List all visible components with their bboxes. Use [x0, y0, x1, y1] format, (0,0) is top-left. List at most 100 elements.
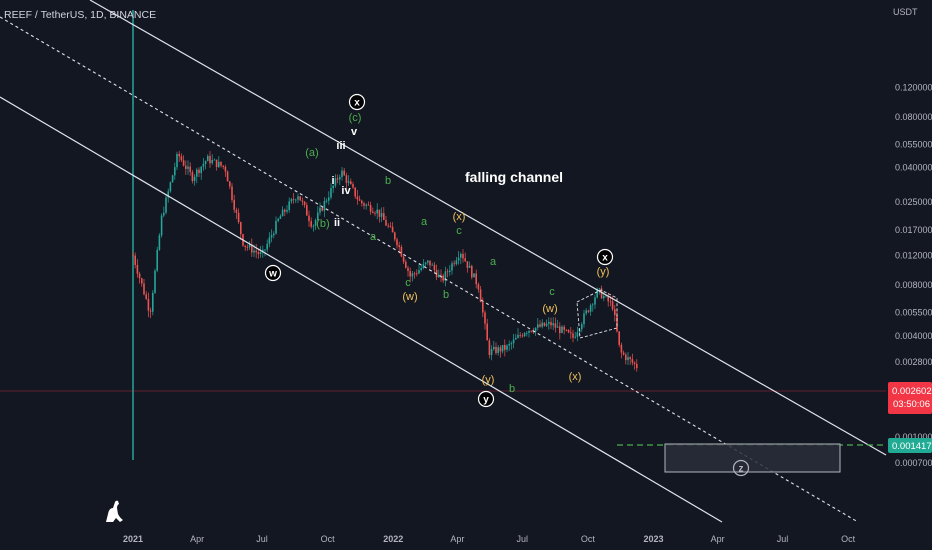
- dino-icon: [106, 500, 123, 522]
- candle-body: [574, 336, 576, 338]
- candle-body: [633, 362, 636, 364]
- candle-body: [565, 329, 568, 331]
- candle-body: [328, 197, 330, 201]
- candle-body: [488, 340, 491, 356]
- candle-body: [418, 270, 420, 274]
- candle-body: [431, 264, 433, 266]
- time-tick-label: Oct: [841, 534, 856, 544]
- candle-body: [176, 153, 178, 168]
- candle-body: [319, 207, 321, 213]
- candle-body: [275, 220, 277, 234]
- candle-body: [484, 312, 486, 324]
- candle-body: [561, 326, 563, 333]
- candle-body: [270, 235, 273, 238]
- candle-body: [493, 346, 495, 350]
- candle-body: [369, 205, 372, 212]
- candle-body: [185, 165, 187, 169]
- time-tick-label: Oct: [321, 534, 336, 544]
- candle-body: [132, 255, 134, 257]
- wave-label-ring: [732, 459, 750, 477]
- candle-body: [334, 178, 337, 186]
- candle-body: [609, 301, 612, 303]
- candle-body: [537, 324, 539, 328]
- candle-body: [457, 257, 460, 261]
- candle-body: [466, 261, 469, 268]
- time-tick-label: Apr: [711, 534, 725, 544]
- candle-body: [449, 270, 451, 272]
- candle-body: [262, 249, 264, 253]
- candle-body: [301, 200, 304, 202]
- candle-body: [297, 196, 299, 200]
- candle-body: [504, 344, 506, 350]
- candle-body: [482, 302, 484, 313]
- candle-body: [209, 155, 211, 164]
- candle-body: [429, 260, 431, 266]
- candle-body: [589, 305, 592, 312]
- candle-body: [532, 331, 535, 333]
- candle-body: [299, 196, 301, 201]
- candle-body: [550, 322, 552, 326]
- price-axis-unit: USDT: [893, 7, 918, 17]
- candle-body: [570, 332, 572, 334]
- candle-body: [490, 349, 493, 356]
- candle-body: [290, 199, 293, 202]
- candle-body: [603, 296, 605, 299]
- candle-body: [246, 246, 249, 248]
- candle-body: [420, 267, 422, 271]
- candle-body: [163, 212, 165, 216]
- candle-body: [572, 333, 574, 338]
- wave-label: v: [351, 126, 358, 138]
- time-tick-label: Oct: [581, 534, 596, 544]
- candle-body: [616, 315, 618, 332]
- candle-body: [543, 322, 546, 326]
- candle-body: [539, 324, 541, 327]
- candle-body: [631, 359, 634, 363]
- candle-body: [244, 245, 246, 247]
- candle-body: [215, 159, 218, 168]
- candle-body: [598, 288, 601, 290]
- candle-body: [350, 181, 352, 185]
- candle-body: [160, 215, 163, 236]
- candle-body: [154, 270, 156, 293]
- candle-body: [407, 267, 409, 272]
- wave-label: z: [739, 464, 744, 475]
- candle-body: [341, 170, 343, 178]
- candle-body: [495, 346, 497, 354]
- wave-label-ring: [477, 390, 495, 408]
- candle-body: [620, 344, 623, 353]
- candle-body: [464, 258, 466, 262]
- candle-body: [169, 182, 172, 192]
- candle-body: [581, 324, 583, 330]
- candle-body: [378, 209, 381, 217]
- candle-body: [455, 260, 458, 265]
- time-tick-label: Apr: [190, 534, 204, 544]
- candle-body: [424, 262, 427, 264]
- wave-label: x: [602, 253, 608, 264]
- candle-body: [405, 261, 407, 268]
- candle-body: [517, 334, 519, 338]
- candle-body: [567, 330, 570, 333]
- candle-body: [363, 203, 365, 206]
- candle-body: [528, 330, 530, 333]
- candle-body: [288, 201, 290, 211]
- candle-body: [521, 335, 524, 337]
- price-tick-label: 0.002800: [895, 357, 932, 367]
- candle-body: [594, 297, 596, 305]
- candle-body: [308, 215, 310, 222]
- candle-body: [361, 200, 363, 204]
- candle-body: [411, 273, 414, 277]
- candle-body: [479, 289, 482, 303]
- candle-body: [224, 166, 227, 172]
- candle-body: [367, 204, 370, 206]
- candle-body: [266, 243, 268, 250]
- candle-body: [178, 153, 180, 157]
- target-price-value: 0.001417: [892, 441, 932, 452]
- time-axis[interactable]: 2021 Apr Jul Oct 2022 Apr Jul Oct 2023 Apr Jul Oct: [123, 534, 856, 544]
- candle-body: [310, 221, 312, 227]
- candle-body: [259, 252, 262, 254]
- candle-body: [600, 288, 603, 299]
- candle-body: [587, 310, 590, 312]
- candle-body: [400, 247, 403, 257]
